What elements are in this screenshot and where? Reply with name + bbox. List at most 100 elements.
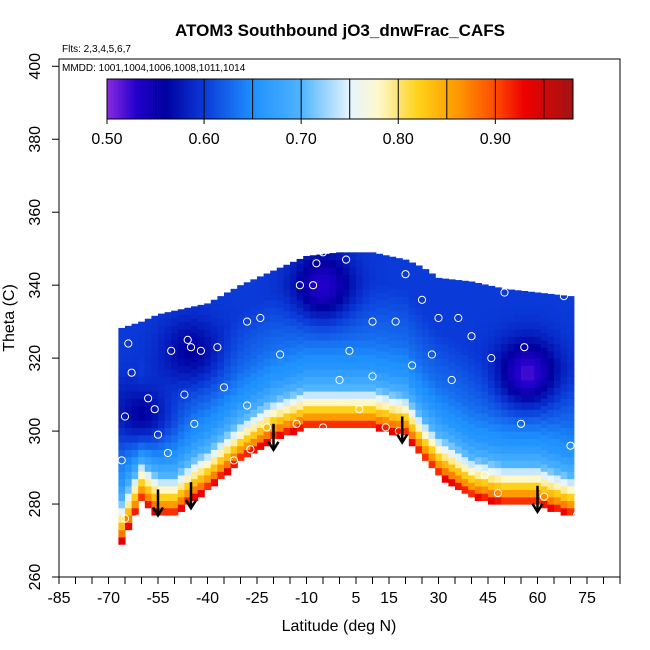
heatmap-cell [118,442,126,450]
heatmap-cell [230,299,238,308]
x-tick-label: -55 [146,590,169,607]
heatmap-cell [369,361,377,370]
colorbar-swatch [453,79,456,119]
sample-point [520,343,529,352]
heatmap-cell [494,409,502,418]
heatmap-cell [144,442,152,450]
heatmap-cell [323,361,331,370]
heatmap-cell [514,358,522,367]
y-tick-label: 380 [27,126,44,153]
heatmap-cell [151,325,159,334]
heatmap-cell [237,394,245,403]
sample-point [134,514,143,523]
heatmap-cell [323,266,331,275]
heatmap-cell [422,423,430,432]
heatmap-cell [560,449,568,458]
sample-point [153,430,163,439]
heatmap-cell [290,376,298,385]
sample-point [540,492,549,501]
heatmap-cell [488,409,496,418]
heatmap-cell [468,416,476,425]
heatmap-cell [204,343,212,352]
colorbar-swatch [479,79,482,119]
colorbar-swatch [143,79,146,119]
heatmap-cell [309,339,317,348]
heatmap-cell [144,471,152,480]
heatmap-cell [342,332,350,341]
heatmap-cell [342,325,350,334]
heatmap-cell [336,405,344,414]
heatmap-cell [224,314,232,323]
sample-point [196,346,205,355]
heatmap-cell [204,452,212,461]
heatmap-cell [210,434,218,443]
heatmap-cell [118,354,126,363]
heatmap-cell [118,420,126,429]
heatmap-cell [204,358,212,367]
heatmap-cell [323,274,331,283]
colorbar-swatch [407,79,410,119]
heatmap-cell [375,253,383,257]
heatmap-cell [422,270,430,279]
heatmap-cell [362,288,370,297]
heatmap-cell [547,416,555,425]
heatmap-cell [191,485,199,494]
heatmap-cell [349,390,357,399]
heatmap-cell [296,423,304,432]
heatmap-cell [428,273,436,279]
heatmap-cell [428,423,436,432]
heatmap-cell [349,420,357,429]
sample-point [180,390,189,399]
heatmap-cell [428,409,436,418]
heatmap-cell [290,332,298,341]
heatmap-cell [138,405,146,414]
colorbar-swatch [529,79,532,119]
heatmap-cell [375,270,383,279]
heatmap-cell [243,310,251,319]
colorbar-swatch [275,79,278,119]
heatmap-cell [567,434,575,443]
heatmap-cell [356,412,364,421]
heatmap-cell [389,288,397,297]
heatmap-cell [158,383,166,392]
heatmap-cell [323,288,331,297]
colorbar-swatch [141,79,144,119]
heatmap-cell [395,420,403,429]
colorbar-swatch [145,79,148,119]
heatmap-cell [494,496,502,505]
heatmap-cell [560,456,568,465]
heatmap-cell [481,318,489,326]
heatmap-cell [303,361,311,370]
heatmap-cell [356,361,364,370]
heatmap-cell [316,405,324,414]
heatmap-cell [514,292,522,301]
heatmap-cell [382,321,390,330]
colorbar-tick-label: 0.90 [480,131,511,148]
heatmap-cell [283,281,291,290]
heatmap-cell [309,259,317,268]
heatmap-cell [316,318,324,326]
colorbar-swatch [329,79,332,119]
heatmap-cell [217,434,225,443]
heatmap-cell [158,354,166,363]
heatmap-cell [375,321,383,330]
heatmap-cell [250,380,258,388]
heatmap-cell [144,427,152,436]
heatmap-cell [316,288,324,297]
heatmap-cell [125,325,133,334]
heatmap-cell [138,383,146,392]
heatmap-cell [560,390,568,399]
heatmap-cell [488,438,496,447]
colorbar-swatch [259,79,262,119]
heatmap-cell [316,376,324,385]
heatmap-cell [151,485,159,494]
heatmap-cell [428,350,436,359]
flights-note: Flts: 2,3,4,5,6,7 [62,44,131,55]
heatmap-cell [488,460,496,469]
heatmap-cell [408,409,416,418]
heatmap-cell [270,372,278,381]
heatmap-cell [468,372,476,381]
heatmap-cell [521,445,529,454]
heatmap-cell [369,383,377,392]
heatmap-cell [356,325,364,334]
